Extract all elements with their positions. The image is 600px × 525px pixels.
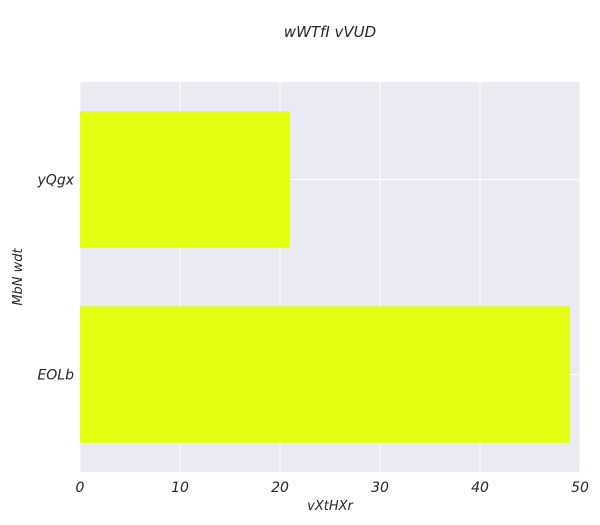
x-tick-labels: 0 10 20 30 40 50	[76, 480, 589, 496]
x-tick-label: 40	[471, 480, 489, 496]
x-axis-label: vXtHXr	[307, 499, 354, 514]
x-tick-label: 0	[76, 480, 85, 496]
x-tick-label: 10	[171, 480, 189, 496]
bar-EOLb	[80, 306, 570, 443]
y-tick-label: EOLb	[37, 368, 74, 384]
x-tick-label: 50	[571, 480, 589, 496]
y-tick-labels: yQgx EOLb	[37, 173, 75, 384]
y-tick-label: yQgx	[37, 173, 75, 189]
bar-yQgx	[80, 111, 290, 248]
chart-title: wWTfI vVUD	[284, 23, 376, 41]
x-tick-label: 30	[371, 480, 389, 496]
x-tick-label: 20	[271, 480, 289, 496]
y-axis-label: MbN wdt	[11, 247, 26, 305]
bars	[80, 111, 570, 443]
